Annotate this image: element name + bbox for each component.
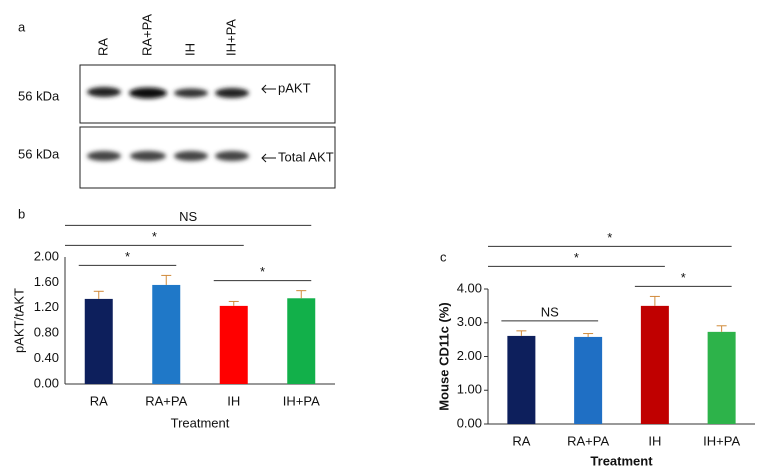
panel-label: b — [18, 206, 25, 221]
bar — [574, 336, 603, 424]
x-tick-label: IH+PA — [703, 433, 740, 448]
blot-box — [79, 126, 336, 189]
significance-label: * — [125, 249, 130, 264]
y-tick-label: 1.20 — [34, 299, 59, 314]
y-axis-label: pAKT/tAKT — [11, 288, 26, 353]
band-label: Total AKT — [278, 149, 334, 164]
bar — [152, 284, 181, 384]
bar — [507, 335, 536, 424]
size-label: 56 kDa — [18, 146, 60, 161]
y-tick-label: 0.00 — [457, 415, 482, 430]
x-tick-label: IH — [227, 393, 240, 408]
x-axis-label: Treatment — [171, 415, 230, 430]
lane-label: IH+PA — [223, 19, 238, 56]
band-label: pAKT — [278, 80, 311, 95]
y-tick-label: 2.00 — [457, 348, 482, 363]
lane-label: IH — [182, 43, 197, 56]
significance-label: * — [574, 250, 579, 265]
x-tick-label: RA+PA — [567, 433, 609, 448]
y-tick-label: 2.00 — [34, 248, 59, 263]
panel-label: c — [440, 249, 447, 264]
y-tick-label: 1.60 — [34, 274, 59, 289]
x-tick-label: RA — [512, 433, 530, 448]
y-tick-label: 4.00 — [457, 280, 482, 295]
bar — [707, 331, 736, 424]
lane-label: RA — [95, 38, 110, 56]
significance-label: * — [607, 230, 612, 245]
bar — [287, 298, 316, 384]
y-tick-label: 0.40 — [34, 350, 59, 365]
size-label: 56 kDa — [18, 88, 60, 103]
significance-label: NS — [179, 209, 197, 224]
x-tick-label: RA+PA — [145, 393, 187, 408]
arrow — [261, 153, 267, 163]
lane-label: RA+PA — [139, 14, 154, 56]
bar — [84, 298, 113, 384]
y-tick-label: 0.00 — [34, 375, 59, 390]
x-tick-label: IH+PA — [283, 393, 320, 408]
x-axis-label: Treatment — [590, 453, 653, 468]
significance-label: * — [260, 264, 265, 279]
significance-label: * — [681, 270, 686, 285]
y-axis-label: Mouse CD11c (%) — [436, 302, 451, 410]
significance-label: * — [152, 229, 157, 244]
arrow — [261, 84, 267, 94]
x-tick-label: RA — [90, 393, 108, 408]
y-tick-label: 1.00 — [457, 382, 482, 397]
y-tick-label: 3.00 — [457, 314, 482, 329]
x-tick-label: IH — [648, 433, 661, 448]
significance-label: NS — [541, 304, 559, 319]
bar — [219, 305, 248, 384]
bands — [87, 87, 249, 161]
bar — [640, 305, 669, 424]
panel-label: a — [18, 19, 26, 34]
y-tick-label: 0.80 — [34, 325, 59, 340]
